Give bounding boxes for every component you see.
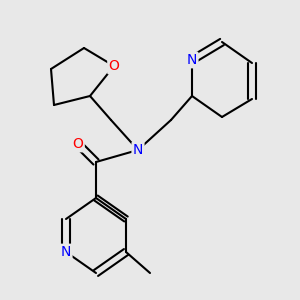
Text: N: N bbox=[133, 143, 143, 157]
Text: N: N bbox=[61, 245, 71, 259]
Text: O: O bbox=[73, 137, 83, 151]
Text: N: N bbox=[187, 53, 197, 67]
Text: O: O bbox=[109, 59, 119, 73]
